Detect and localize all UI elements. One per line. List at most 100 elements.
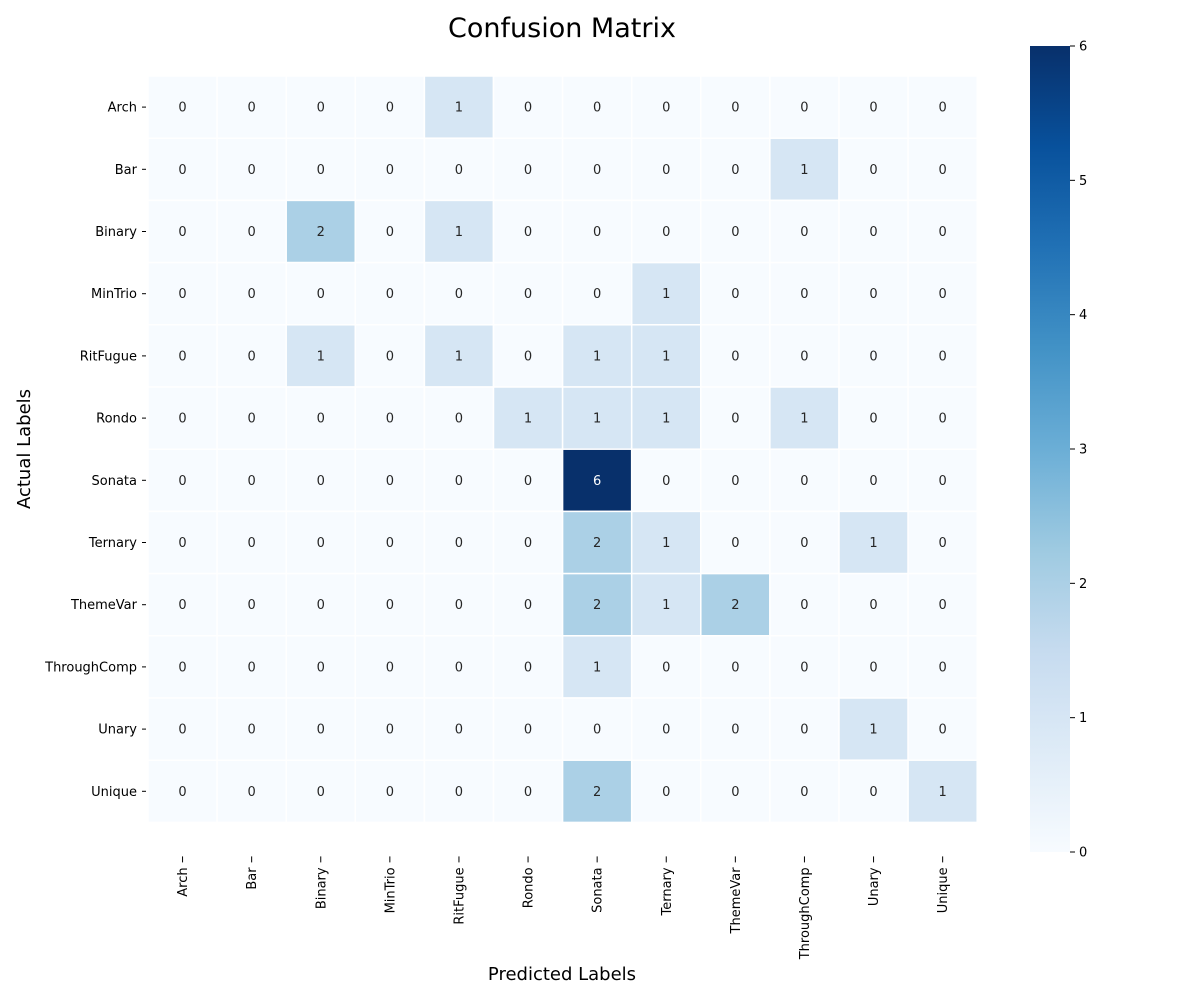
colorbar-tick-label: 3 [1079,443,1087,458]
heatmap-cell [561,199,633,264]
x-tick-labels: Arch Bar Binary MinTrio RitFugue Rondo Sonata T… [176,856,951,960]
cell-value-label: 0 [317,163,325,178]
heatmap-cell [561,324,633,388]
cell-value-label: 0 [524,225,532,240]
heatmap-cell [907,386,978,450]
cell-value-label: 0 [524,474,532,489]
y-tick-label: Unique [91,785,137,800]
heatmap-cell [285,199,357,264]
cell-value-label: 0 [662,101,670,116]
heatmap-cell [630,75,702,139]
cell-value-label: 0 [178,412,186,427]
heatmap-cell [630,386,702,450]
cell-value-label: 0 [178,163,186,178]
cell-value-label: 2 [731,598,739,613]
cell-value-label: 0 [178,536,186,551]
heatmap-cell [492,697,564,761]
cell-value-label: 0 [386,287,394,302]
cell-value-label: 0 [939,536,947,551]
cell-value-label: 1 [455,349,463,364]
cell-value-label: 0 [662,723,670,738]
cell-value-label: 0 [939,723,947,738]
heatmap-cell [492,759,564,824]
cell-value-label: 0 [317,474,325,489]
colorbar-tick-label: 4 [1079,308,1087,323]
cell-value-label: 0 [248,660,256,675]
cell-value-label: 0 [731,723,739,738]
cell-value-label: 0 [178,101,186,116]
cell-value-label: 0 [317,598,325,613]
cell-value-label: 0 [248,287,256,302]
cell-value-label: 0 [869,287,877,302]
heatmap-cell [561,635,633,699]
cell-value-label: 0 [524,101,532,116]
cell-value-label: 0 [800,785,808,800]
heatmap-cell [285,697,357,761]
heatmap-cell [492,386,564,450]
heatmap-cell [216,137,287,202]
cell-value-label: 1 [800,412,808,427]
cell-value-label: 0 [731,225,739,240]
cell-value-label: 0 [455,536,463,551]
cell-value-label: 0 [178,598,186,613]
cell-value-label: 0 [731,101,739,116]
cell-value-label: 1 [869,723,877,738]
heatmap-cell [423,137,495,202]
cell-value-label: 0 [939,660,947,675]
heatmap-cell [285,448,357,513]
heatmap-cell [216,448,287,513]
cell-value-label: 1 [593,660,601,675]
cell-value-label: 0 [869,785,877,800]
cell-value-label: 0 [178,785,186,800]
colorbar-tick-label: 6 [1079,40,1087,55]
cell-value-label: 0 [524,660,532,675]
heatmap-cell [354,635,426,699]
heatmap-cell [561,510,633,575]
heatmap-cell [630,635,702,699]
cell-value-label: 0 [248,474,256,489]
cell-value-label: 0 [731,660,739,675]
cell-value-label: 1 [869,536,877,551]
heatmap-cell [216,635,287,699]
cell-value-label: 0 [869,474,877,489]
cell-value-label: 0 [524,723,532,738]
cell-value-label: 0 [731,163,739,178]
cell-value-label: 0 [386,598,394,613]
x-tick-label: Binary [314,867,329,909]
cell-value-label: 0 [248,723,256,738]
cell-value-label: 0 [455,163,463,178]
heatmap-cell [700,137,771,202]
x-tick-label: RitFugue [452,867,467,924]
cell-value-label: 0 [317,412,325,427]
heatmap-cell [216,75,287,139]
heatmap-cell [907,759,978,824]
heatmap-cell [700,572,771,637]
heatmap-cell [561,261,633,326]
heatmap-cell [147,75,218,139]
heatmap-cell [907,75,978,139]
cell-value-label: 0 [386,349,394,364]
heatmap-cell [147,572,218,637]
heatmap-cells: 0 0 0 0 1 0 0 0 0 0 0 0 0 0 0 0 0 0 0 0 0 1 0 0 0 0 2 0 1 0 0 0 0 0 0 0 0 0 0 0… [147,75,978,824]
cell-value-label: 0 [662,660,670,675]
x-tick-label: ThroughComp [798,867,813,960]
cell-value-label: 1 [662,412,670,427]
heatmap-cell [561,137,633,202]
x-tick-label: Unique [936,867,951,913]
heatmap-cell [907,510,978,575]
heatmap-cell [838,261,909,326]
heatmap-cell [838,137,909,202]
heatmap-cell [423,199,495,264]
cell-value-label: 0 [524,785,532,800]
cell-value-label: 0 [524,349,532,364]
heatmap-cell [630,572,702,637]
colorbar-tick-label: 1 [1079,711,1087,726]
cell-value-label: 0 [178,287,186,302]
heatmap-cell [423,448,495,513]
y-tick-label: ThroughComp [44,660,137,675]
heatmap-cell [492,448,564,513]
cell-value-label: 0 [593,101,601,116]
y-tick-label: ThemeVar [70,598,138,613]
cell-value-label: 2 [317,225,325,240]
